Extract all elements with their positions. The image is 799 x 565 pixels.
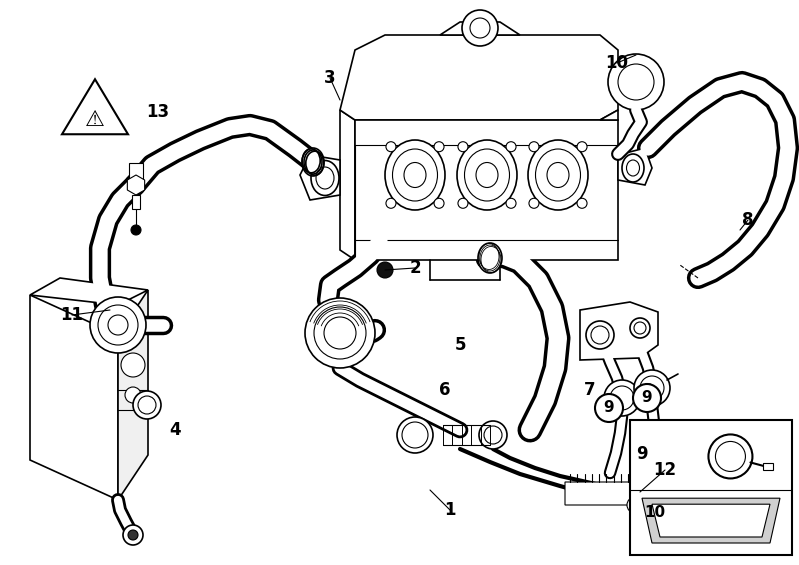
Text: 10: 10	[606, 54, 629, 72]
Bar	[763, 463, 773, 471]
Circle shape	[377, 262, 393, 278]
Polygon shape	[30, 295, 118, 500]
Circle shape	[595, 394, 623, 422]
Text: 10: 10	[644, 505, 665, 520]
Text: 2: 2	[409, 259, 421, 277]
Ellipse shape	[302, 148, 324, 176]
Circle shape	[131, 225, 141, 235]
Text: 6: 6	[439, 381, 451, 399]
Polygon shape	[600, 110, 618, 120]
Circle shape	[434, 198, 444, 208]
Polygon shape	[355, 120, 618, 260]
Circle shape	[529, 142, 539, 152]
Text: 9: 9	[604, 401, 614, 415]
Circle shape	[608, 54, 664, 110]
Circle shape	[506, 198, 516, 208]
Circle shape	[462, 10, 498, 46]
Circle shape	[128, 530, 138, 540]
Polygon shape	[300, 155, 340, 200]
Text: 8: 8	[742, 211, 753, 229]
Ellipse shape	[622, 154, 644, 182]
Circle shape	[634, 370, 670, 406]
Circle shape	[121, 353, 145, 377]
Circle shape	[125, 387, 141, 403]
Circle shape	[479, 421, 507, 449]
Circle shape	[458, 142, 468, 152]
Circle shape	[506, 142, 516, 152]
Circle shape	[604, 380, 640, 416]
Text: 5: 5	[455, 336, 466, 354]
Circle shape	[627, 497, 643, 513]
Circle shape	[633, 384, 661, 412]
Circle shape	[305, 298, 375, 368]
Polygon shape	[618, 148, 652, 185]
Polygon shape	[642, 498, 780, 543]
Circle shape	[123, 525, 143, 545]
Bar	[630, 420, 792, 555]
Ellipse shape	[385, 140, 445, 210]
Text: 7: 7	[584, 381, 596, 399]
Circle shape	[386, 142, 396, 152]
Circle shape	[577, 198, 587, 208]
Text: 1: 1	[444, 501, 455, 519]
Text: 3: 3	[324, 69, 336, 87]
Polygon shape	[30, 278, 148, 305]
Circle shape	[692, 502, 708, 518]
Ellipse shape	[457, 140, 517, 210]
Circle shape	[434, 142, 444, 152]
Text: 13: 13	[146, 103, 169, 121]
Polygon shape	[340, 35, 618, 120]
Circle shape	[529, 198, 539, 208]
Text: ⚠: ⚠	[85, 110, 105, 130]
Circle shape	[90, 297, 146, 353]
Polygon shape	[118, 290, 148, 500]
Text: 4: 4	[169, 421, 181, 439]
Circle shape	[458, 198, 468, 208]
Bar	[129, 163, 143, 181]
Circle shape	[709, 434, 753, 479]
Text: 11: 11	[61, 306, 84, 324]
Circle shape	[386, 198, 396, 208]
Polygon shape	[127, 175, 145, 195]
Polygon shape	[440, 22, 520, 35]
Text: 12: 12	[654, 461, 677, 479]
Text: 9: 9	[636, 445, 648, 463]
Text: 9: 9	[642, 390, 652, 406]
Ellipse shape	[528, 140, 588, 210]
Ellipse shape	[311, 160, 339, 195]
Circle shape	[586, 321, 614, 349]
Polygon shape	[580, 302, 658, 360]
Ellipse shape	[478, 243, 502, 273]
Bar	[132, 195, 140, 209]
Circle shape	[630, 318, 650, 338]
Circle shape	[577, 142, 587, 152]
Polygon shape	[652, 504, 770, 537]
Polygon shape	[565, 482, 725, 505]
Circle shape	[133, 391, 161, 419]
Polygon shape	[62, 79, 128, 134]
Ellipse shape	[397, 417, 433, 453]
Polygon shape	[340, 110, 355, 260]
